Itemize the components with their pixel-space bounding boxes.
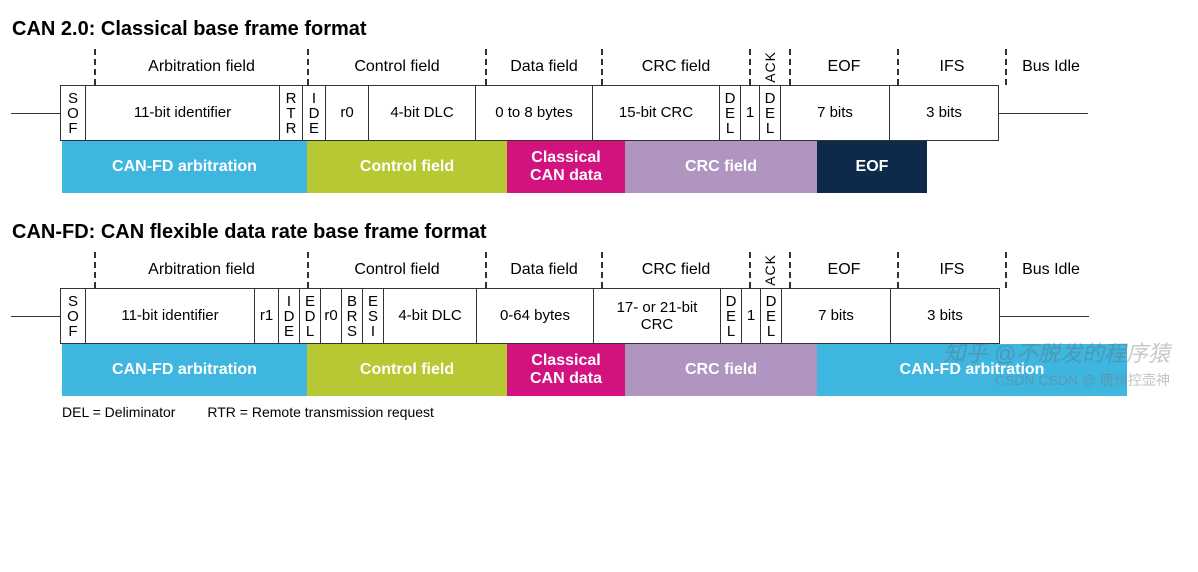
header-cell: IFS xyxy=(897,252,1007,288)
canfd-title: CAN-FD: CAN flexible data rate base fram… xyxy=(12,221,1180,244)
header-cell xyxy=(60,252,96,288)
detail-cell: r0 xyxy=(325,85,369,141)
canfd-diagram: Arbitration fieldControl fieldData field… xyxy=(12,252,1180,396)
can20-detail-row: SOF11-bit identifierRTRIDEr04-bit DLC0 t… xyxy=(12,85,1180,141)
colorbar-cell: CAN-FD arbitration xyxy=(62,344,307,396)
header-cell: Bus Idle xyxy=(1005,49,1095,85)
detail-cell: IDE xyxy=(302,85,326,141)
footnote-del: DEL = Deliminator xyxy=(62,404,175,420)
detail-cell: SOF xyxy=(60,288,86,344)
colorbar-cell: CRC field xyxy=(625,141,817,193)
detail-cell: 7 bits xyxy=(781,288,891,344)
detail-cell: DEL xyxy=(720,288,742,344)
header-cell: ACK xyxy=(749,49,791,85)
header-cell: CRC field xyxy=(601,252,751,288)
detail-cell: ESI xyxy=(362,288,384,344)
header-cell: Control field xyxy=(307,252,487,288)
detail-cell: 1 xyxy=(740,85,760,141)
header-cell: Arbitration field xyxy=(94,49,309,85)
detail-cell xyxy=(999,316,1089,317)
detail-cell: 11-bit identifier xyxy=(85,85,280,141)
header-cell: Data field xyxy=(485,252,603,288)
colorbar-cell: ClassicalCAN data xyxy=(507,141,625,193)
colorbar-cell: CAN-FD arbitration xyxy=(62,141,307,193)
can20-title: CAN 2.0: Classical base frame format xyxy=(12,18,1180,41)
can20-header-row: Arbitration fieldControl fieldData field… xyxy=(62,49,1180,85)
canfd-header-row: Arbitration fieldControl fieldData field… xyxy=(62,252,1180,288)
detail-cell: 4-bit DLC xyxy=(368,85,476,141)
header-cell: IFS xyxy=(897,49,1007,85)
detail-cell: 0-64 bytes xyxy=(476,288,594,344)
footnote-rtr: RTR = Remote transmission request xyxy=(207,404,434,420)
detail-cell: 7 bits xyxy=(780,85,890,141)
detail-cell: 0 to 8 bytes xyxy=(475,85,593,141)
colorbar-lead xyxy=(12,344,62,396)
detail-cell: 1 xyxy=(741,288,761,344)
detail-cell: 15-bit CRC xyxy=(592,85,720,141)
detail-cell: r0 xyxy=(320,288,342,344)
header-cell: Data field xyxy=(485,49,603,85)
canfd-detail-row: SOF11-bit identifierr1IDEEDLr0BRSESI4-bi… xyxy=(12,288,1180,344)
colorbar-cell: ClassicalCAN data xyxy=(507,344,625,396)
detail-cell xyxy=(11,113,61,114)
colorbar-cell: CAN-FD arbitration xyxy=(817,344,1127,396)
colorbar-cell: Control field xyxy=(307,141,507,193)
header-cell: Arbitration field xyxy=(94,252,309,288)
header-cell: Bus Idle xyxy=(1005,252,1095,288)
detail-cell: RTR xyxy=(279,85,303,141)
colorbar-cell: CRC field xyxy=(625,344,817,396)
can20-diagram: Arbitration fieldControl fieldData field… xyxy=(12,49,1180,193)
header-cell: EOF xyxy=(789,252,899,288)
header-cell xyxy=(60,49,96,85)
can20-color-row: CAN-FD arbitrationControl fieldClassical… xyxy=(12,141,1180,193)
footnote: DEL = Deliminator RTR = Remote transmiss… xyxy=(62,404,1180,420)
detail-cell: DEL xyxy=(719,85,741,141)
header-cell: CRC field xyxy=(601,49,751,85)
colorbar-cell: Control field xyxy=(307,344,507,396)
colorbar-cell: EOF xyxy=(817,141,927,193)
detail-cell: DEL xyxy=(759,85,781,141)
colorbar-lead xyxy=(12,141,62,193)
header-cell: ACK xyxy=(749,252,791,288)
detail-cell: SOF xyxy=(60,85,86,141)
detail-cell: 17- or 21-bitCRC xyxy=(593,288,721,344)
canfd-color-row: CAN-FD arbitrationControl fieldClassical… xyxy=(12,344,1180,396)
detail-cell xyxy=(11,316,61,317)
detail-cell: 11-bit identifier xyxy=(85,288,255,344)
detail-cell xyxy=(998,113,1088,114)
detail-cell: 3 bits xyxy=(890,288,1000,344)
detail-cell: DEL xyxy=(760,288,782,344)
detail-cell: 3 bits xyxy=(889,85,999,141)
header-cell: Control field xyxy=(307,49,487,85)
header-cell: EOF xyxy=(789,49,899,85)
detail-cell: 4-bit DLC xyxy=(383,288,477,344)
detail-cell: EDL xyxy=(299,288,321,344)
detail-cell: IDE xyxy=(278,288,300,344)
detail-cell: BRS xyxy=(341,288,363,344)
detail-cell: r1 xyxy=(254,288,279,344)
